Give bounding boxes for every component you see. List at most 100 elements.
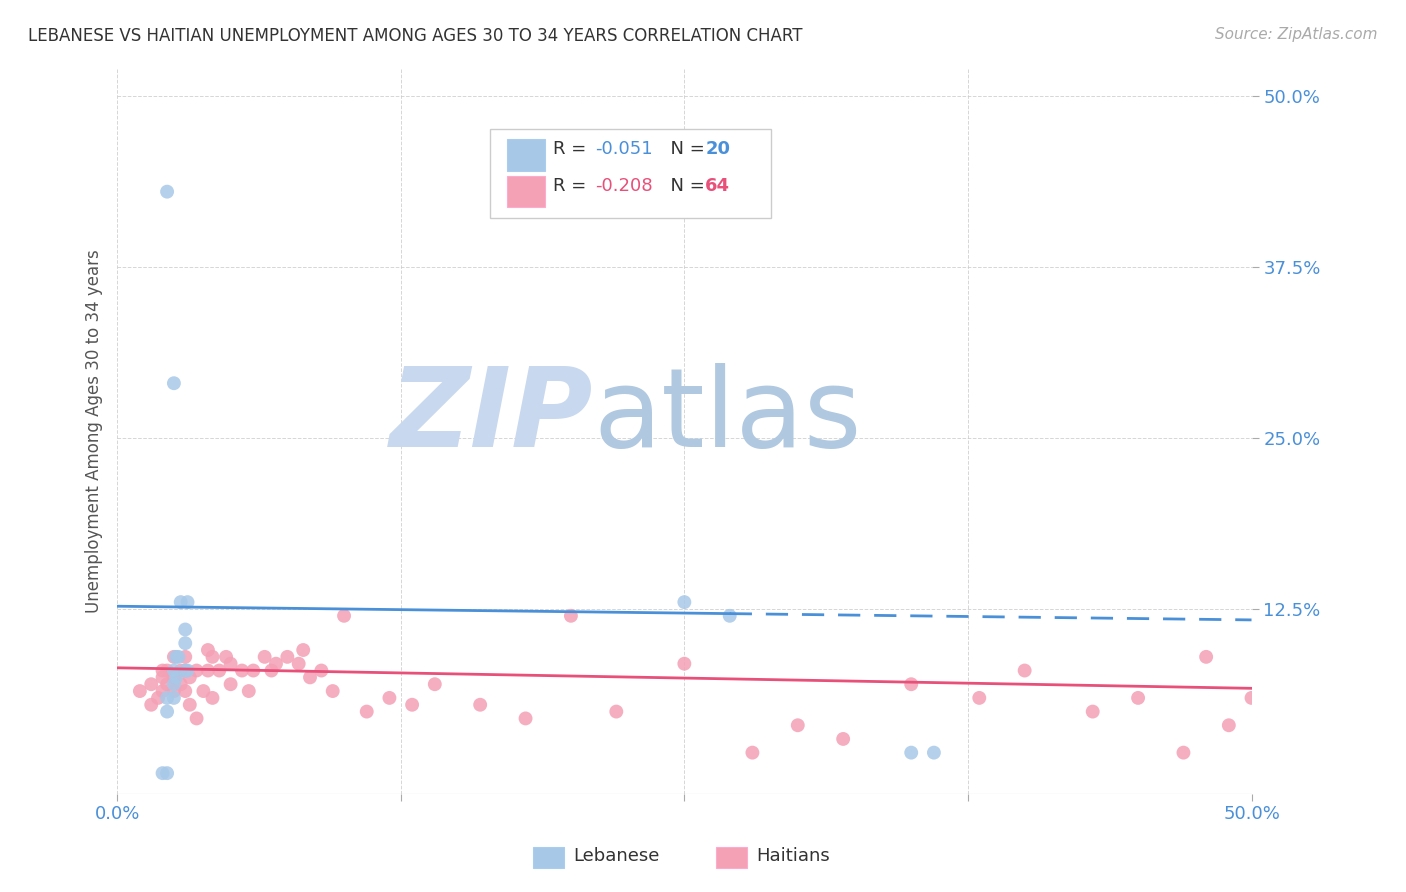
Point	[163, 649, 186, 664]
Point	[163, 376, 186, 391]
Point	[900, 746, 922, 760]
Point	[176, 664, 198, 678]
Point	[163, 670, 186, 684]
Text: 64: 64	[706, 177, 730, 195]
Point	[201, 649, 224, 664]
Point	[1240, 690, 1263, 705]
Point	[378, 690, 401, 705]
Point	[170, 595, 193, 609]
Point	[128, 684, 150, 698]
Point	[174, 684, 197, 698]
Point	[215, 649, 238, 664]
Point	[174, 664, 197, 678]
Point	[423, 677, 446, 691]
Point	[253, 649, 276, 664]
Point	[560, 608, 582, 623]
Point	[186, 664, 208, 678]
Point	[197, 643, 219, 657]
Point	[1195, 649, 1218, 664]
Point	[201, 690, 224, 705]
Point	[141, 677, 163, 691]
Point	[322, 684, 344, 698]
Point	[176, 595, 198, 609]
Point	[197, 664, 219, 678]
Text: LEBANESE VS HAITIAN UNEMPLOYMENT AMONG AGES 30 TO 34 YEARS CORRELATION CHART: LEBANESE VS HAITIAN UNEMPLOYMENT AMONG A…	[28, 27, 803, 45]
Point	[170, 664, 193, 678]
Point	[219, 677, 242, 691]
Text: Lebanese: Lebanese	[574, 847, 659, 865]
Point	[287, 657, 309, 671]
Point	[401, 698, 423, 712]
Point	[141, 698, 163, 712]
Point	[165, 670, 187, 684]
Point	[356, 705, 378, 719]
Point	[167, 649, 190, 664]
Point	[156, 690, 179, 705]
Point	[208, 664, 231, 678]
Point	[163, 664, 186, 678]
Point	[163, 677, 186, 691]
Point	[219, 657, 242, 671]
Point	[156, 705, 179, 719]
Point	[179, 698, 201, 712]
Point	[470, 698, 492, 712]
Point	[242, 664, 264, 678]
Point	[174, 623, 197, 637]
Point	[900, 677, 922, 691]
Y-axis label: Unemployment Among Ages 30 to 34 years: Unemployment Among Ages 30 to 34 years	[86, 249, 103, 613]
Point	[311, 664, 333, 678]
Text: R =: R =	[554, 140, 592, 159]
Point	[231, 664, 253, 678]
Point	[193, 684, 215, 698]
Point	[922, 746, 945, 760]
Point	[174, 649, 197, 664]
Point	[786, 718, 808, 732]
Point	[292, 643, 315, 657]
Text: Haitians: Haitians	[756, 847, 830, 865]
Text: -0.208: -0.208	[596, 177, 654, 195]
Point	[165, 649, 187, 664]
Text: 20: 20	[706, 140, 730, 159]
Point	[163, 690, 186, 705]
Point	[832, 731, 855, 746]
Point	[163, 684, 186, 698]
Text: N =: N =	[659, 140, 710, 159]
Text: R =: R =	[554, 177, 592, 195]
Point	[174, 664, 197, 678]
Point	[238, 684, 260, 698]
Point	[969, 690, 991, 705]
Point	[741, 746, 763, 760]
Point	[1081, 705, 1104, 719]
Point	[152, 670, 174, 684]
Point	[1173, 746, 1195, 760]
Point	[605, 705, 627, 719]
Point	[673, 657, 696, 671]
Text: -0.051: -0.051	[596, 140, 654, 159]
Point	[276, 649, 298, 664]
Point	[1014, 664, 1036, 678]
Point	[170, 677, 193, 691]
Text: ZIP: ZIP	[389, 363, 593, 470]
Point	[152, 766, 174, 780]
Point	[1126, 690, 1149, 705]
Point	[299, 670, 322, 684]
Point	[718, 608, 741, 623]
Point	[152, 684, 174, 698]
Point	[146, 690, 169, 705]
Point	[156, 664, 179, 678]
Point	[179, 670, 201, 684]
Text: atlas: atlas	[593, 363, 862, 470]
Point	[1218, 718, 1240, 732]
Text: N =: N =	[659, 177, 710, 195]
Point	[156, 185, 179, 199]
Point	[515, 711, 537, 725]
Point	[260, 664, 283, 678]
Point	[673, 595, 696, 609]
Point	[156, 677, 179, 691]
Point	[174, 636, 197, 650]
Point	[186, 711, 208, 725]
Point	[152, 664, 174, 678]
Point	[333, 608, 356, 623]
Point	[264, 657, 287, 671]
Point	[156, 766, 179, 780]
